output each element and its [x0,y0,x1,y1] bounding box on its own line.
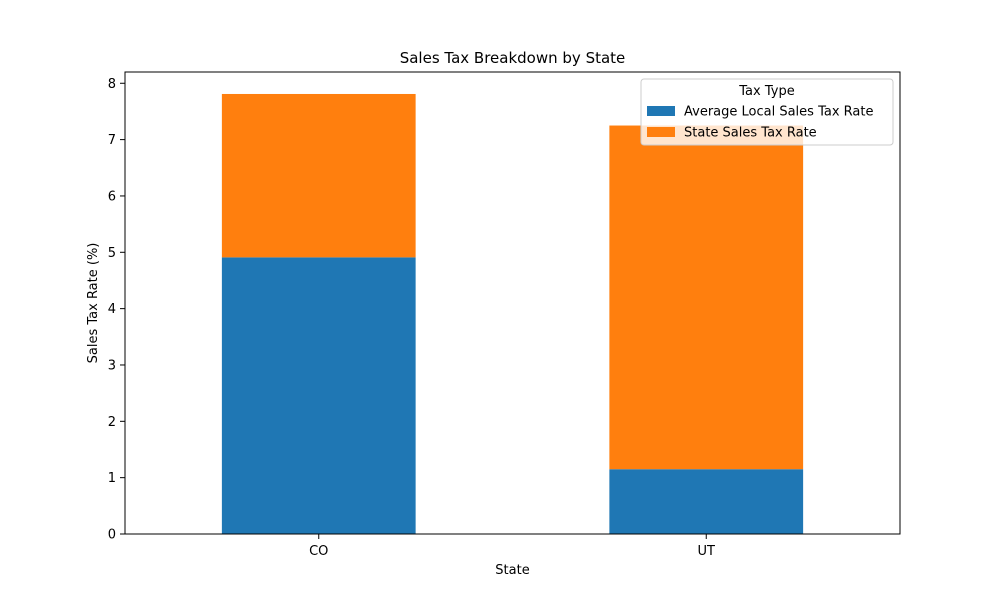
axes-layer [124,71,901,535]
bar-co-series-0 [221,257,416,534]
legend-title: Tax Type [738,84,794,99]
chart-title: Sales Tax Breakdown by State [400,49,626,67]
y-ticks: 0 1 2 3 4 5 6 7 8 [108,77,125,543]
legend-items: Average Local Sales Tax Rate State Sales … [647,105,873,141]
legend-swatch [647,127,675,137]
x-axis-title: State [495,563,529,578]
bar-ut-series-1 [609,125,804,470]
y-tick-label: 2 [108,415,116,430]
y-axis-title: Sales Tax Rate (%) [86,243,101,364]
legend-box [640,78,894,146]
legend: Tax Type Average Local Sales Tax Rate Sta… [640,78,894,146]
y-tick-label: 0 [108,528,116,543]
bar-co-series-1 [221,93,416,258]
bars-layer [221,93,804,534]
y-tick-label: 1 [108,471,116,486]
y-tick-label: 6 [108,189,116,204]
y-tick-label: 3 [108,358,116,373]
legend-label: State Sales Tax Rate [684,126,817,141]
y-tick-label: 8 [108,77,116,92]
x-tick-label: CO [309,544,328,559]
y-tick-label: 5 [108,246,116,261]
legend-swatch [647,106,675,116]
bar-ut-series-0 [609,469,804,534]
plot-frame [124,71,901,535]
x-ticks: CO UT [309,534,715,559]
x-tick-label: UT [698,544,716,559]
legend-label: Average Local Sales Tax Rate [684,105,873,120]
y-tick-label: 4 [108,302,116,317]
y-tick-label: 7 [108,133,116,148]
